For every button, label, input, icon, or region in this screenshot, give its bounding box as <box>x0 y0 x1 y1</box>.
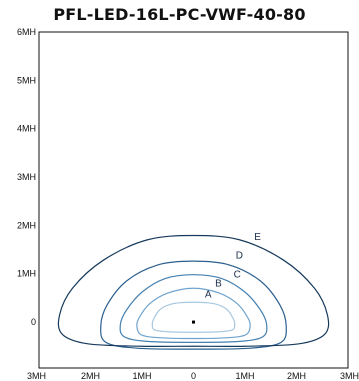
contour-e <box>57 234 330 348</box>
contour-b <box>136 287 251 340</box>
x-tick-label: 3MH <box>27 371 46 381</box>
x-tick-label: 2MH <box>81 371 100 381</box>
x-tick-label: 3MH <box>340 371 359 381</box>
y-tick-label: 5MH <box>17 75 36 85</box>
contour-label-b: B <box>215 278 222 289</box>
y-tick-label: 3MH <box>17 172 36 182</box>
contour-label-d: D <box>236 251 243 262</box>
x-tick-label: 1MH <box>235 371 254 381</box>
y-tick-label: 1MH <box>17 269 36 279</box>
contour-label-a: A <box>205 289 212 300</box>
x-tick-label: 0 <box>191 371 196 381</box>
x-tick-label: 1MH <box>132 371 151 381</box>
y-tick-labels: 0 1MH 2MH 3MH 4MH 5MH 6MH <box>17 27 36 327</box>
contour-label-e: E <box>254 232 261 243</box>
contour-lines <box>57 234 330 350</box>
contour-c <box>119 274 268 343</box>
x-tick-labels: 3MH 2MH 1MH 0 1MH 2MH 3MH <box>27 371 359 381</box>
contour-labels: AB CDE <box>205 232 261 301</box>
contour-d <box>100 260 287 350</box>
contour-a <box>151 301 236 333</box>
x-tick-label: 2MH <box>287 371 306 381</box>
fixture-marker <box>192 320 195 324</box>
y-tick-label: 4MH <box>17 124 36 134</box>
chart-title: PFL-LED-16L-PC-VWF-40-80 <box>53 5 306 24</box>
y-tick-label: 2MH <box>17 220 36 230</box>
y-tick-label: 6MH <box>17 27 36 37</box>
plot-frame <box>38 31 349 369</box>
y-tick-label: 0 <box>31 317 36 327</box>
contour-label-c: C <box>234 270 241 281</box>
